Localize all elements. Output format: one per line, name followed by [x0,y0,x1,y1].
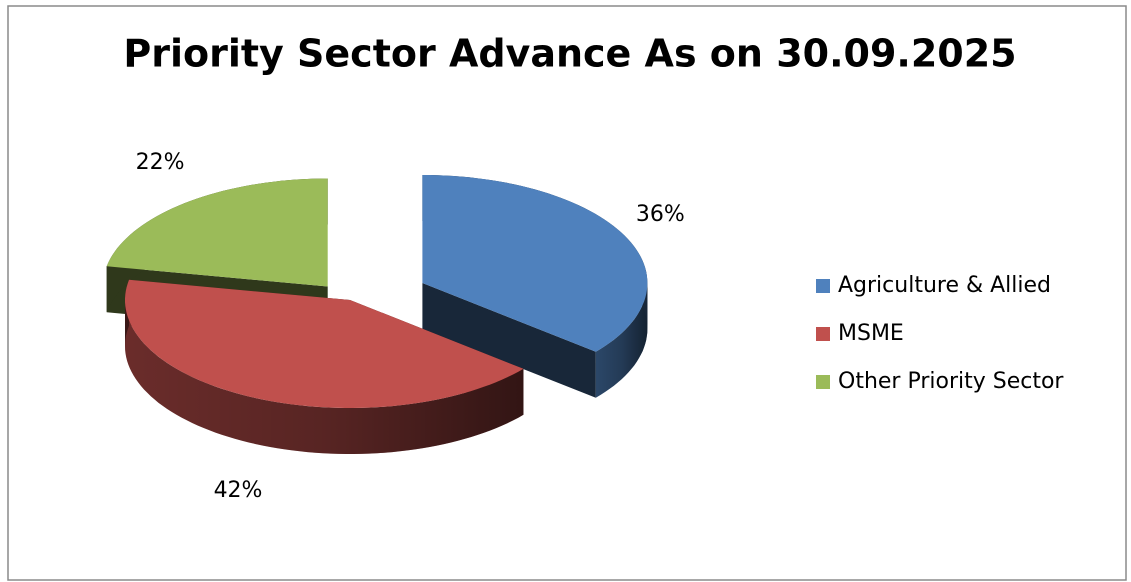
slice [125,279,524,454]
data-label: 42% [214,478,263,503]
slice-top [106,178,328,287]
data-label: 36% [636,202,685,227]
data-label: 22% [136,150,185,175]
legend-label: MSME [838,321,904,346]
slice-top [125,279,524,408]
legend-swatch [816,279,830,293]
slice-cut-wall [422,283,596,398]
legend-label: Other Priority Sector [838,369,1064,394]
slice-side-shade [125,300,524,454]
legend: Agriculture & Allied MSME Other Priority S… [816,273,1064,394]
chart-title: Priority Sector Advance As on 30.09.2025 [123,32,1016,76]
slice-top [422,175,648,352]
pie: 22% 36% 42% [106,150,685,503]
legend-swatch [816,327,830,341]
legend-label: Agriculture & Allied [838,273,1051,298]
slice [422,175,648,398]
slice-side-shade [595,283,648,398]
legend-swatch [816,375,830,389]
